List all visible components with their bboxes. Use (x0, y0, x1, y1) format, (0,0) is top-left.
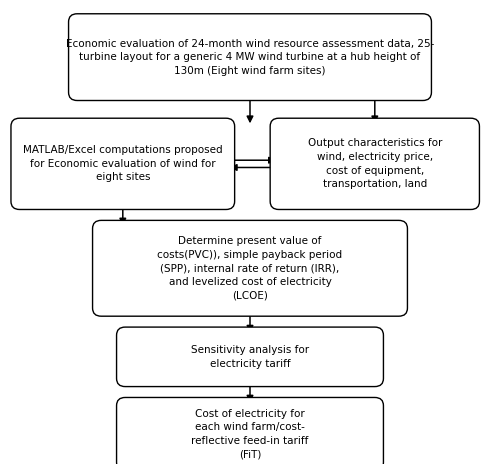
Text: Cost of electricity for
each wind farm/cost-
reflective feed-in tariff
(FiT): Cost of electricity for each wind farm/c… (192, 409, 308, 459)
Text: MATLAB/Excel computations proposed
for Economic evaluation of wind for
eight sit: MATLAB/Excel computations proposed for E… (23, 145, 222, 183)
Text: Economic evaluation of 24-month wind resource assessment data, 25-
turbine layou: Economic evaluation of 24-month wind res… (66, 38, 434, 76)
FancyBboxPatch shape (68, 14, 432, 100)
Text: Determine present value of
costs(PVC)), simple payback period
(SPP), internal ra: Determine present value of costs(PVC)), … (158, 236, 342, 300)
Text: Output characteristics for
wind, electricity price,
cost of equipment,
transport: Output characteristics for wind, electri… (308, 139, 442, 189)
FancyBboxPatch shape (116, 327, 384, 386)
FancyBboxPatch shape (11, 118, 234, 210)
FancyBboxPatch shape (92, 220, 407, 316)
FancyBboxPatch shape (116, 397, 384, 471)
FancyBboxPatch shape (270, 118, 480, 210)
Text: Sensitivity analysis for
electricity tariff: Sensitivity analysis for electricity tar… (191, 345, 309, 368)
